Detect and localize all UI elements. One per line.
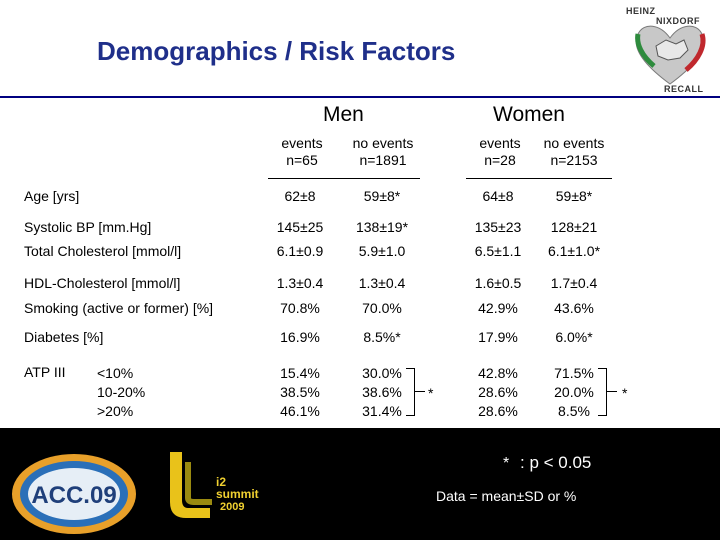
- col-header-n: n=28: [484, 152, 516, 168]
- acc09-logo-text: ACC.09: [31, 482, 116, 509]
- table-cell: 30.0%: [362, 365, 402, 381]
- table-cell: 6.1±1.0*: [547, 243, 601, 259]
- title-divider: [0, 96, 720, 98]
- i2-summit-logo: i2 summit 2009: [150, 442, 262, 536]
- table-cell: 1.3±0.4: [358, 275, 406, 291]
- row-label: Diabetes [%]: [24, 329, 104, 345]
- i2-logo-text: i2: [216, 475, 226, 489]
- table-cell: 8.5%*: [363, 329, 401, 345]
- row-label: Age [yrs]: [24, 188, 80, 204]
- footer-band: ACC.09 i2 summit 2009 * : p < 0.05 Data …: [0, 428, 720, 540]
- women-significance-bracket: [598, 368, 607, 416]
- risk-factor-table: Men Women events n=65 no events n=1891 e…: [0, 98, 720, 428]
- women-bracket-tick: [607, 391, 617, 392]
- table-cell: 38.6%: [362, 384, 402, 400]
- col-header-label: events: [479, 135, 521, 151]
- data-footnote: Data = mean±SD or %: [436, 488, 577, 504]
- atp-cell-men-no-events: 30.0% 38.6% 31.4%: [342, 364, 422, 421]
- table-cell: 62±8: [284, 188, 316, 204]
- table-cell: 138±19*: [355, 219, 409, 235]
- year-logo-text: 2009: [220, 501, 244, 513]
- table-cell: 64±8: [482, 188, 514, 204]
- logo-text-nixdorf: NIXDORF: [656, 16, 700, 26]
- table-cell: 70.8%: [280, 300, 320, 316]
- table-cell: 28.6%: [478, 384, 518, 400]
- men-header-underline: [268, 178, 420, 179]
- table-cell: 46.1%: [280, 403, 320, 419]
- col-header-n: n=2153: [550, 152, 598, 168]
- summit-logo-text: summit: [216, 487, 259, 501]
- significance-star: *: [503, 455, 510, 472]
- heinz-nixdorf-recall-logo: HEINZ NIXDORF RECALL: [620, 4, 716, 96]
- col-header-women-no-events: no events n=2153: [534, 135, 614, 169]
- table-cell: 15.4%: [280, 365, 320, 381]
- atp-category: <10%: [97, 365, 134, 381]
- table-cell: 70.0%: [362, 300, 402, 316]
- atp-cell-men-events: 15.4% 38.5% 46.1%: [260, 364, 340, 421]
- table-cell: 16.9%: [280, 329, 320, 345]
- men-bracket-tick: [415, 391, 425, 392]
- row-label: Systolic BP [mm.Hg]: [24, 219, 152, 235]
- col-header-n: n=65: [286, 152, 318, 168]
- significance-note: : p < 0.05: [520, 453, 592, 472]
- table-cell: 8.5%: [558, 403, 590, 419]
- col-header-women-events: events n=28: [460, 135, 540, 169]
- table-cell: 1.6±0.5: [474, 275, 522, 291]
- table-cell: 71.5%: [554, 365, 594, 381]
- slide-title: Demographics / Risk Factors: [97, 36, 456, 66]
- atp-cell-women-no-events: 71.5% 20.0% 8.5%: [534, 364, 614, 421]
- table-cell: 6.5±1.1: [474, 243, 522, 259]
- table-cell: 38.5%: [280, 384, 320, 400]
- table-cell: 17.9%: [478, 329, 518, 345]
- col-header-n: n=1891: [359, 152, 407, 168]
- table-cell: 42.8%: [478, 365, 518, 381]
- logo-text-recall: RECALL: [664, 84, 704, 94]
- table-cell: 43.6%: [554, 300, 594, 316]
- col-header-label: events: [281, 135, 323, 151]
- table-cell: 1.3±0.4: [276, 275, 324, 291]
- table-cell: 128±21: [550, 219, 598, 235]
- atp-label: ATP III: [24, 364, 66, 380]
- atp-category: 10-20%: [97, 384, 146, 400]
- atp-cell-women-events: 42.8% 28.6% 28.6%: [458, 364, 538, 421]
- col-header-label: no events: [352, 135, 414, 151]
- atp-category: >20%: [97, 403, 134, 419]
- men-significance-bracket: [406, 368, 415, 416]
- table-cell: 59±8*: [363, 188, 401, 204]
- group-header-women: Women: [493, 103, 565, 126]
- heart-map-icon: [635, 25, 706, 85]
- table-cell: 31.4%: [362, 403, 402, 419]
- men-significance-star: *: [428, 385, 434, 401]
- logo-text-heinz: HEINZ: [626, 6, 656, 16]
- table-cell: 145±25: [276, 219, 324, 235]
- table-cell: 28.6%: [478, 403, 518, 419]
- acc09-logo: ACC.09: [8, 448, 144, 536]
- table-cell: 6.0%*: [555, 329, 593, 345]
- table-cell: 6.1±0.9: [276, 243, 324, 259]
- col-header-men-events: events n=65: [262, 135, 342, 169]
- row-label: HDL-Cholesterol [mmol/l]: [24, 275, 181, 291]
- atp-categories: <10% 10-20% >20%: [97, 364, 145, 421]
- col-header-label: no events: [543, 135, 605, 151]
- table-cell: 135±23: [474, 219, 522, 235]
- row-label: Total Cholesterol [mmol/l]: [24, 243, 182, 259]
- women-header-underline: [466, 178, 612, 179]
- table-cell: 59±8*: [555, 188, 593, 204]
- table-cell: 20.0%: [554, 384, 594, 400]
- col-header-men-no-events: no events n=1891: [343, 135, 423, 169]
- table-cell: 5.9±1.0: [358, 243, 406, 259]
- table-cell: 42.9%: [478, 300, 518, 316]
- row-label: Smoking (active or former) [%]: [24, 300, 214, 316]
- women-significance-star: *: [622, 385, 628, 401]
- table-cell: 1.7±0.4: [550, 275, 598, 291]
- group-header-men: Men: [323, 103, 364, 126]
